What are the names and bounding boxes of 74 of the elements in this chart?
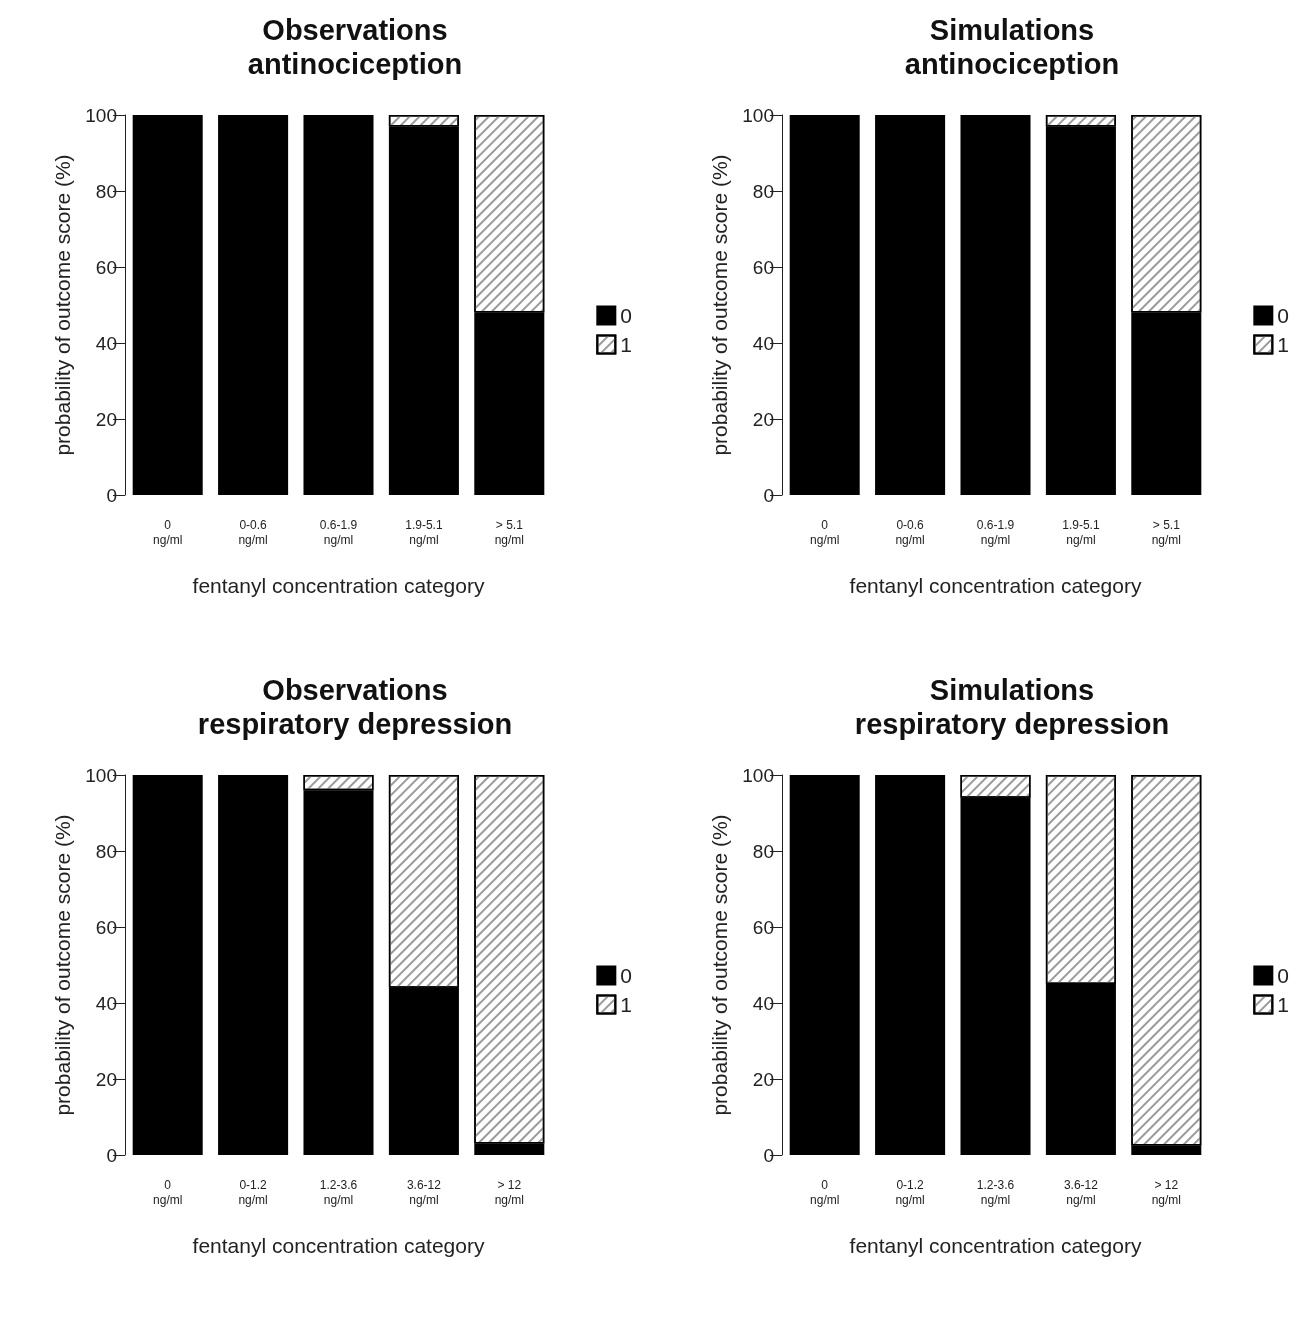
y-tick-label: 40: [95, 332, 117, 354]
y-tick-label: 40: [95, 992, 117, 1014]
y-axis-title: probability of outcome score (%): [51, 154, 74, 456]
y-tick-label: 60: [95, 916, 117, 938]
x-tick-label: 3.6-12 ng/ml: [406, 1177, 442, 1207]
y-tick-label: 0: [763, 484, 774, 506]
y-axis-title: probability of outcome score (%): [708, 814, 731, 1116]
x-tick-label: 1.2-3.6 ng/ml: [976, 1177, 1015, 1207]
y-tick-label: 80: [95, 180, 117, 202]
legend-label: 0: [620, 964, 633, 987]
y-tick-label: 60: [752, 916, 774, 938]
x-tick-label: 0-0.6 ng/ml: [895, 517, 925, 547]
bar: [303, 115, 374, 495]
x-tick-label: > 5.1 ng/ml: [494, 517, 524, 547]
x-tick-label: 0 ng/ml: [153, 1177, 183, 1207]
bar: [960, 115, 1031, 495]
bar: [789, 115, 860, 495]
y-tick-label: 100: [85, 764, 117, 786]
legend-label: 0: [1277, 964, 1290, 987]
y-tick-label: 80: [752, 840, 774, 862]
bar: [789, 775, 860, 1155]
bar: [875, 115, 946, 495]
x-tick-label: 0 ng/ml: [810, 1177, 840, 1207]
y-tick-label: 100: [742, 764, 774, 786]
y-tick-label: 80: [752, 180, 774, 202]
y-tick-label: 0: [106, 484, 117, 506]
y-tick-label: 0: [106, 1144, 117, 1166]
bar: [875, 775, 946, 1155]
y-tick-label: 100: [85, 104, 117, 126]
x-tick-label: 1.9-5.1 ng/ml: [405, 517, 443, 547]
y-tick-label: 80: [95, 840, 117, 862]
y-tick-label: 60: [95, 256, 117, 278]
chart-title: Simulations respiratory depression: [854, 674, 1170, 740]
x-tick-label: > 5.1 ng/ml: [1151, 517, 1181, 547]
legend-label: 1: [1277, 333, 1290, 356]
x-axis-title: fentanyl concentration category: [849, 574, 1142, 597]
x-tick-label: 0-0.6 ng/ml: [238, 517, 268, 547]
y-tick-label: 20: [752, 408, 774, 430]
x-tick-label: 0 ng/ml: [810, 517, 840, 547]
x-tick-label: 0-1.2 ng/ml: [895, 1177, 925, 1207]
bar: [218, 775, 289, 1155]
x-tick-label: 0.6-1.9 ng/ml: [319, 517, 358, 547]
legend-label: 1: [620, 333, 633, 356]
chart-title: Observations respiratory depression: [197, 674, 513, 740]
y-tick-label: 0: [763, 1144, 774, 1166]
y-tick-label: 20: [752, 1068, 774, 1090]
y-tick-label: 40: [752, 992, 774, 1014]
x-axis-title: fentanyl concentration category: [192, 574, 485, 597]
y-tick-label: 40: [752, 332, 774, 354]
chart-title: Observations antinociception: [247, 14, 463, 80]
x-tick-label: 0-1.2 ng/ml: [238, 1177, 268, 1207]
y-tick-label: 100: [742, 104, 774, 126]
bar: [132, 775, 203, 1155]
y-tick-label: 60: [752, 256, 774, 278]
y-tick-label: 20: [95, 1068, 117, 1090]
y-axis-title: probability of outcome score (%): [51, 814, 74, 1116]
x-tick-label: 1.2-3.6 ng/ml: [319, 1177, 358, 1207]
legend-label: 0: [1277, 304, 1290, 327]
x-tick-label: > 12 ng/ml: [1151, 1177, 1181, 1207]
y-tick-label: 20: [95, 408, 117, 430]
bar: [132, 115, 203, 495]
x-tick-label: > 12 ng/ml: [494, 1177, 524, 1207]
x-tick-label: 0.6-1.9 ng/ml: [976, 517, 1015, 547]
y-axis-title: probability of outcome score (%): [708, 154, 731, 456]
x-axis-title: fentanyl concentration category: [192, 1234, 485, 1257]
bar: [218, 115, 289, 495]
x-axis-title: fentanyl concentration category: [849, 1234, 1142, 1257]
legend-label: 1: [1277, 993, 1290, 1016]
x-tick-label: 1.9-5.1 ng/ml: [1062, 517, 1100, 547]
legend-label: 0: [620, 304, 633, 327]
chart-title: Simulations antinociception: [904, 14, 1120, 80]
legend-label: 1: [620, 993, 633, 1016]
x-tick-label: 3.6-12 ng/ml: [1063, 1177, 1099, 1207]
x-tick-label: 0 ng/ml: [153, 517, 183, 547]
